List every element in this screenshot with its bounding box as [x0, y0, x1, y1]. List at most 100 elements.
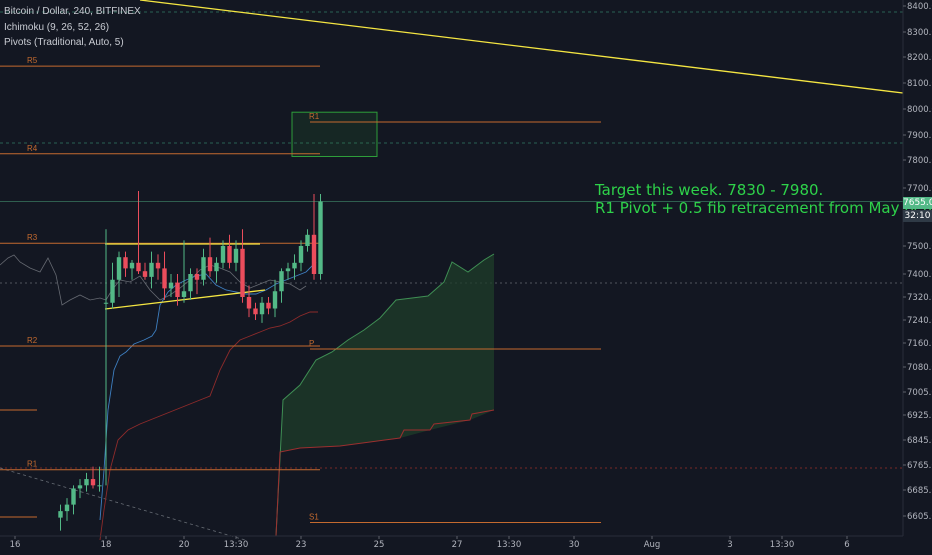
candle — [155, 262, 161, 269]
candle — [116, 257, 122, 280]
price-tick-label: 7700.0 — [907, 184, 932, 194]
candle — [142, 271, 148, 277]
candle — [298, 246, 304, 263]
price-tick-label: 6685.0 — [907, 486, 932, 496]
price-tick-label: 7800.0 — [907, 156, 932, 166]
bullish-cloud — [276, 254, 494, 536]
time-tick-label: 13:30 — [224, 540, 249, 550]
trend-lines — [104, 0, 904, 310]
time-tick-label: 27 — [452, 540, 463, 550]
candle — [285, 268, 291, 272]
candle — [246, 297, 252, 309]
candle — [318, 201, 323, 274]
target-zone-box — [291, 111, 378, 157]
pivot-label-p: P — [309, 339, 314, 348]
candle — [84, 479, 89, 486]
diagonal-dashed-line — [0, 467, 246, 541]
price-tick-label: 6845.0 — [907, 436, 932, 446]
candle — [77, 485, 83, 489]
kijun-sen — [99, 311, 318, 541]
time-axis: 16 18 20 13:30 23 25 27 13:30 30 Aug 3 13:30 6 — [0, 535, 903, 550]
time-tick-label: Aug — [644, 540, 661, 550]
candle — [188, 274, 193, 292]
descending-trendline — [139, 0, 904, 94]
time-tick-label: 25 — [374, 540, 385, 550]
candle — [272, 291, 278, 309]
candle — [227, 246, 232, 263]
candles — [58, 191, 323, 531]
price-tick-label: 7400.0 — [907, 270, 932, 280]
price-tick-label: 8100.0 — [907, 79, 932, 89]
price-tick-label: 7320.0 — [907, 293, 932, 303]
time-tick-label: 23 — [296, 540, 307, 550]
time-tick-label: 13:30 — [497, 540, 522, 550]
ichimoku-cloud — [276, 254, 494, 536]
price-tick-label: 7005.0 — [907, 388, 932, 398]
price-tick-label: 8200.0 — [907, 53, 932, 63]
price-tick-label: 7500.0 — [907, 242, 932, 252]
candle — [168, 282, 174, 289]
candle — [220, 246, 226, 263]
last-price-tag: 7655.0 — [903, 197, 932, 209]
candle — [207, 257, 213, 272]
candle — [279, 271, 284, 292]
time-tick-label: 20 — [179, 540, 190, 550]
pivot-levels: R5 R4 R3 R2 R1 R1 P S1 — [0, 56, 601, 523]
candle — [90, 479, 96, 486]
pivot-label-r1: R1 — [309, 112, 320, 121]
pivot-label-r4: R4 — [27, 144, 38, 153]
ichimoku-legend[interactable]: Ichimoku (9, 26, 52, 26) — [4, 22, 110, 33]
senkou-span-a — [275, 253, 495, 537]
candle — [240, 248, 245, 297]
symbol-title[interactable]: Bitcoin / Dollar, 240, BITFINEX — [4, 6, 141, 17]
fib-annotation: R1 Pivot + 0.5 fib retracement from May … — [595, 199, 932, 217]
time-tick-label: 18 — [101, 540, 112, 550]
candle — [201, 257, 206, 280]
price-tick-label: 7900.0 — [907, 131, 932, 141]
price-axis: 8400.0 8300.0 8200.0 8100.0 8000.0 7900.0 7800… — [902, 0, 932, 536]
candle — [129, 262, 135, 269]
pivot-label-r3: R3 — [27, 233, 38, 242]
pivot-label-s1: S1 — [309, 513, 319, 522]
price-tick-label: 6765.0 — [907, 461, 932, 471]
price-tick-label: 8400.0 — [907, 2, 932, 12]
candle — [103, 302, 109, 304]
price-tick-label: 7240.0 — [907, 316, 932, 326]
pivots-legend[interactable]: Pivots (Traditional, Auto, 5) — [4, 37, 124, 48]
price-tick-label: 8300.0 — [907, 28, 932, 38]
candle — [233, 248, 239, 263]
candle — [175, 282, 180, 297]
price-tick-label: 7160.0 — [907, 339, 932, 349]
price-tick-label: 6605.0 — [907, 512, 932, 522]
candle — [266, 302, 271, 309]
price-tick-label: 6925.0 — [907, 411, 932, 421]
candle — [259, 302, 265, 315]
pivot-label-r1: R1 — [27, 460, 38, 469]
price-tick-label: 8000.0 — [907, 105, 932, 115]
candle — [149, 262, 154, 277]
senkou-span-b — [275, 409, 495, 537]
candle — [110, 279, 115, 303]
bar-countdown: 32:10 — [903, 210, 932, 222]
pivot-label-r2: R2 — [27, 336, 38, 345]
chikou-span — [0, 254, 307, 306]
candle — [64, 504, 70, 512]
time-tick-label: 13:30 — [770, 540, 795, 550]
candle — [305, 234, 310, 246]
candle — [71, 488, 76, 505]
time-tick-label: 6 — [844, 540, 849, 550]
time-tick-label: 3 — [727, 540, 732, 550]
candle — [181, 291, 187, 297]
candle — [97, 485, 102, 487]
candle — [214, 262, 219, 272]
price-tick-label: 7080.0 — [907, 363, 932, 373]
candle — [292, 262, 297, 269]
time-tick-label: 16 — [10, 540, 21, 550]
candle — [123, 257, 128, 269]
candle — [194, 274, 200, 280]
tenkan-sen — [99, 261, 317, 521]
target-annotation: Target this week. 7830 - 7980. — [595, 181, 824, 199]
candle — [136, 262, 141, 272]
